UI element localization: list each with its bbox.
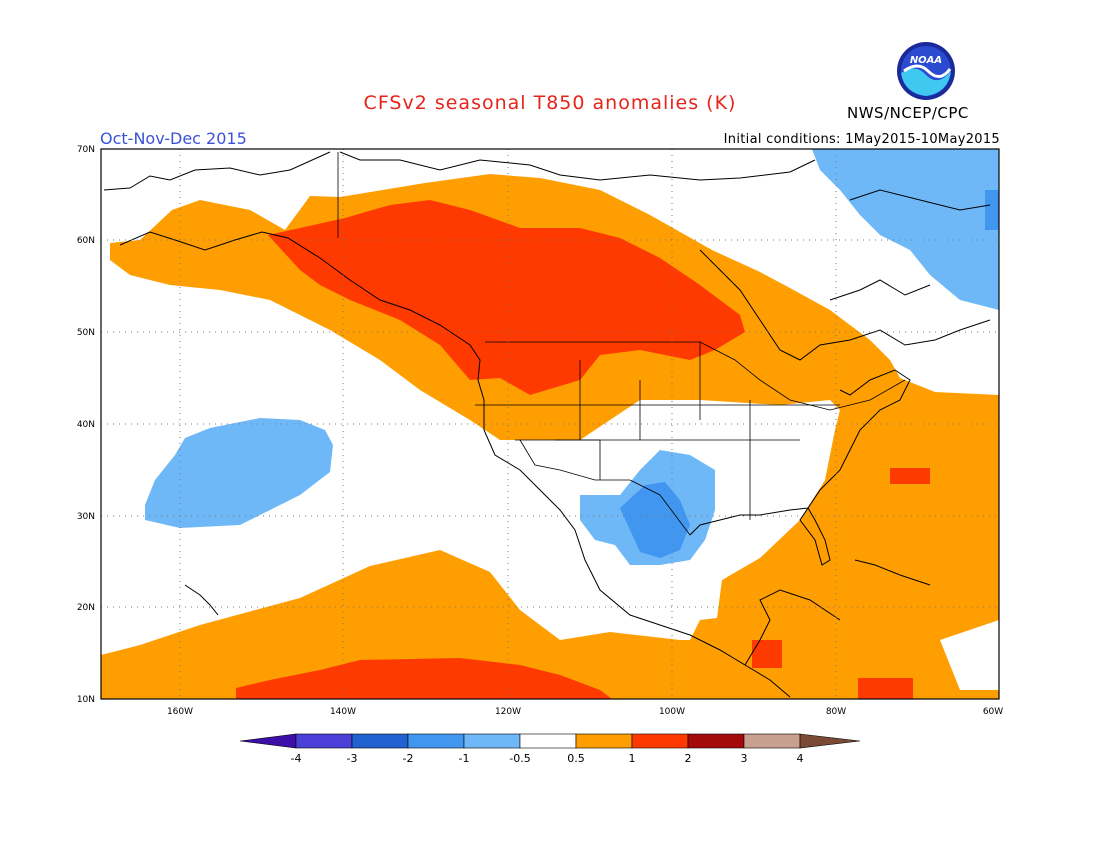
lat-label: 60N	[77, 236, 95, 246]
legend-label: -1	[459, 752, 470, 765]
legend-swatch	[743, 733, 801, 749]
anomaly-region-greenland-cool	[812, 149, 999, 310]
lat-label: 50N	[77, 328, 95, 338]
legend-swatch	[631, 733, 689, 749]
anomaly-region-caribbean-hot	[858, 678, 913, 699]
legend-label: 1	[629, 752, 636, 765]
lon-label: 140W	[330, 707, 356, 717]
latitude-labels: 70N 60N 50N 40N 30N 20N 10N	[77, 145, 95, 705]
anomaly-region-pacific-cool	[145, 418, 333, 528]
legend-swatch	[351, 733, 409, 749]
lat-label: 40N	[77, 420, 95, 430]
legend-swatch	[463, 733, 521, 749]
legend-label: -3	[347, 752, 358, 765]
noaa-logo-text: NOAA	[910, 55, 942, 66]
legend-swatch	[295, 733, 353, 749]
map-title: CFSv2 seasonal T850 anomalies (K)	[363, 92, 737, 114]
legend-swatch	[407, 733, 465, 749]
legend-label: 0.5	[567, 752, 585, 765]
political-boundaries	[337, 152, 906, 536]
lon-label: 80W	[826, 707, 846, 717]
map-frame	[100, 148, 1000, 700]
legend-swatch	[687, 733, 745, 749]
organization-label: NWS/NCEP/CPC	[847, 104, 969, 122]
legend-label: -4	[291, 752, 302, 765]
coastlines	[103, 151, 991, 698]
anomaly-region-tropical-pacific-hot	[236, 658, 612, 699]
color-legend: -4 -3 -2 -1 -0.5 0.5 1 2 3 4	[239, 733, 861, 765]
lat-label: 20N	[77, 603, 95, 613]
legend-label: -0.5	[509, 752, 530, 765]
lon-label: 160W	[167, 707, 193, 717]
anomaly-region-central-america-hot	[752, 640, 782, 668]
lon-label: 60W	[983, 707, 1003, 717]
legend-label: -2	[403, 752, 414, 765]
legend-swatch	[575, 733, 633, 749]
legend-label: 2	[685, 752, 692, 765]
longitude-labels: 160W 140W 120W 100W 80W 60W	[167, 707, 1003, 717]
legend-arrow-low	[239, 733, 297, 749]
legend-arrow-high	[799, 733, 861, 749]
anomaly-region-canada-hot	[268, 200, 745, 395]
anomaly-region-north-warm	[101, 174, 999, 699]
lon-label: 120W	[495, 707, 521, 717]
legend-label: 3	[741, 752, 748, 765]
forecast-period: Oct-Nov-Dec 2015	[100, 129, 247, 148]
lat-label: 70N	[77, 145, 95, 155]
lon-label: 100W	[659, 707, 685, 717]
anomaly-region-atlantic-hot	[890, 468, 930, 484]
anomaly-region-neutral-east	[940, 620, 999, 690]
lat-label: 30N	[77, 512, 95, 522]
noaa-logo: NOAA	[897, 42, 955, 100]
lat-label: 10N	[77, 695, 95, 705]
initial-conditions: Initial conditions: 1May2015-10May2015	[723, 132, 1000, 147]
legend-label: 4	[797, 752, 804, 765]
anomaly-field	[101, 149, 999, 699]
anomaly-region-greenland-cold	[985, 190, 999, 230]
legend-swatch	[519, 733, 577, 749]
